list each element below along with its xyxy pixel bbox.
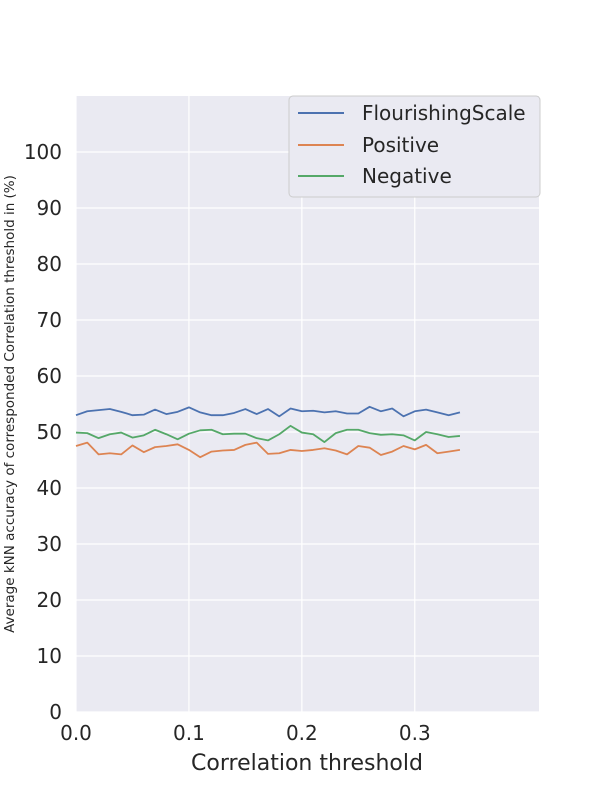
y-tick-label: 20 bbox=[37, 588, 62, 612]
legend-box bbox=[288, 95, 541, 198]
x-tick-label: 0.3 bbox=[399, 721, 431, 745]
x-tick-label: 0.2 bbox=[286, 721, 318, 745]
x-gridlines bbox=[75, 96, 416, 712]
y-tick-labels: 0 10 20 30 40 50 60 70 80 90 100 bbox=[24, 140, 62, 724]
y-tick-label: 0 bbox=[49, 700, 62, 724]
y-tick-label: 10 bbox=[37, 644, 62, 668]
plot-background bbox=[76, 96, 539, 712]
series-line-negative bbox=[75, 424, 461, 443]
y-tick-label: 50 bbox=[37, 420, 62, 444]
y-tick-label: 30 bbox=[37, 532, 62, 556]
y-tick-label: 70 bbox=[37, 308, 62, 332]
x-axis-label: Correlation threshold bbox=[191, 751, 423, 776]
legend-label-positive: Positive bbox=[362, 133, 439, 157]
legend: FlourishingScale Positive Negative bbox=[288, 95, 541, 198]
x-tick-label: 0.0 bbox=[60, 721, 92, 745]
y-tick-label: 60 bbox=[37, 364, 62, 388]
y-tick-label: 80 bbox=[37, 252, 62, 276]
x-tick-label: 0.1 bbox=[173, 721, 205, 745]
series-line-flourishingscale bbox=[75, 405, 461, 418]
y-tick-label: 90 bbox=[37, 196, 62, 220]
legend-label-flourishingscale: FlourishingScale bbox=[362, 101, 526, 125]
series-layer bbox=[75, 405, 461, 459]
legend-label-negative: Negative bbox=[362, 164, 452, 188]
x-tick-labels: 0.0 0.1 0.2 0.3 bbox=[60, 721, 431, 745]
series-line-positive bbox=[75, 441, 461, 459]
y-axis-label: Average kNN accuracy of corresponded Cor… bbox=[2, 175, 18, 633]
y-tick-label: 40 bbox=[37, 476, 62, 500]
y-tick-label: 100 bbox=[24, 140, 62, 164]
